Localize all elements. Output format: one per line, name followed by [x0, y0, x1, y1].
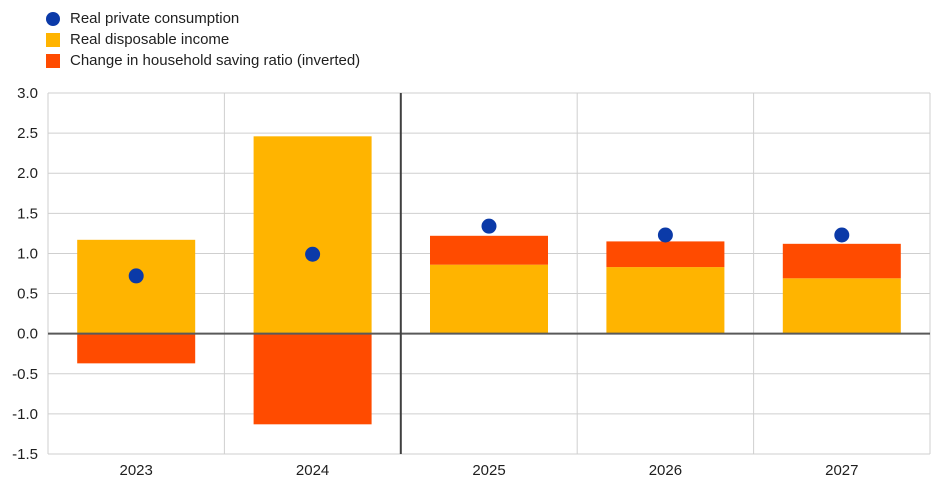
x-tick-label: 2026	[649, 462, 682, 479]
y-tick-label: 0.0	[17, 326, 38, 343]
bar-saving	[253, 333, 372, 425]
bar-saving	[782, 243, 901, 279]
legend-item-income: Real disposable income	[46, 29, 360, 50]
x-tick-label: 2023	[120, 462, 153, 479]
bar-income	[253, 136, 372, 334]
y-tick-label: -1.0	[12, 406, 38, 423]
y-tick-label: 2.0	[17, 165, 38, 182]
bar-income	[430, 264, 548, 334]
x-tick-label: 2027	[825, 462, 858, 479]
bar-income	[782, 278, 901, 334]
bar-income	[606, 267, 725, 334]
y-tick-label: 1.0	[17, 245, 38, 262]
bar-saving	[606, 241, 725, 268]
legend-item-consumption: Real private consumption	[46, 8, 360, 29]
x-tick-label: 2025	[472, 462, 505, 479]
y-tick-label: 3.0	[17, 85, 38, 102]
y-tick-label: 0.5	[17, 286, 38, 303]
legend-marker-consumption	[46, 11, 60, 26]
x-tick-label: 2024	[296, 462, 329, 479]
y-tick-label: -1.5	[12, 446, 38, 463]
bar-saving	[430, 235, 548, 265]
legend-label-saving: Change in household saving ratio (invert…	[70, 52, 361, 69]
legend-marker-income	[46, 32, 60, 47]
legend-item-saving: Change in household saving ratio (invert…	[46, 50, 360, 71]
consumption-point	[657, 227, 673, 243]
legend: Real private consumption Real disposable…	[46, 8, 360, 71]
bar-income	[77, 239, 196, 334]
legend-label-consumption: Real private consumption	[70, 10, 240, 27]
consumption-point	[305, 246, 321, 262]
legend-marker-saving	[46, 53, 60, 68]
consumption-point	[128, 268, 144, 284]
y-tick-label: 2.5	[17, 125, 38, 142]
y-tick-label: -0.5	[12, 366, 38, 383]
consumption-point	[834, 227, 850, 243]
y-tick-label: 1.5	[17, 205, 38, 222]
consumption-point	[481, 218, 497, 234]
bar-saving	[77, 333, 196, 364]
legend-label-income: Real disposable income	[70, 31, 230, 48]
